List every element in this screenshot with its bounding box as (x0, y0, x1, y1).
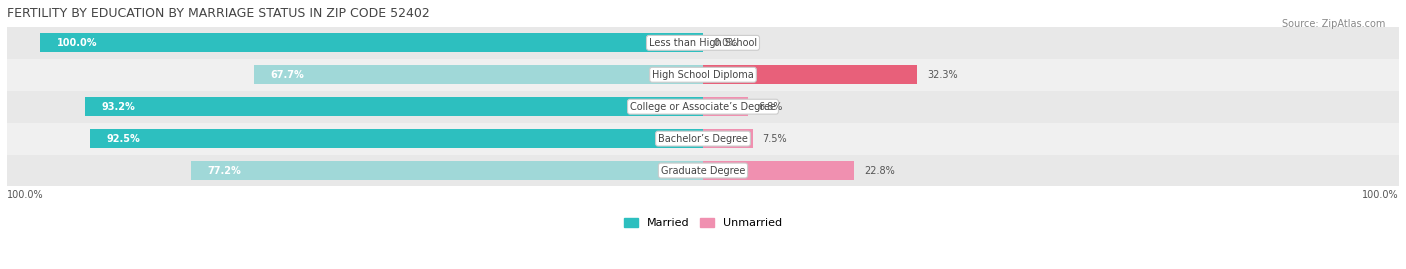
Text: 67.7%: 67.7% (271, 70, 305, 80)
Text: 100.0%: 100.0% (56, 38, 97, 48)
Text: FERTILITY BY EDUCATION BY MARRIAGE STATUS IN ZIP CODE 52402: FERTILITY BY EDUCATION BY MARRIAGE STATU… (7, 7, 430, 20)
Bar (191, 161, 703, 180)
Bar (703, 65, 917, 84)
Text: 32.3%: 32.3% (927, 70, 957, 80)
Text: Bachelor’s Degree: Bachelor’s Degree (658, 134, 748, 144)
Text: Graduate Degree: Graduate Degree (661, 165, 745, 176)
Text: 93.2%: 93.2% (101, 102, 135, 112)
Text: 100.0%: 100.0% (7, 190, 44, 200)
Bar (703, 161, 853, 180)
Text: Less than High School: Less than High School (650, 38, 756, 48)
Text: Source: ZipAtlas.com: Source: ZipAtlas.com (1281, 19, 1385, 29)
Text: 0.0%: 0.0% (713, 38, 737, 48)
Text: High School Diploma: High School Diploma (652, 70, 754, 80)
Bar (7, 155, 1399, 186)
Text: 6.8%: 6.8% (758, 102, 782, 112)
Text: 77.2%: 77.2% (208, 165, 242, 176)
Bar (7, 91, 1399, 123)
Legend: Married, Unmarried: Married, Unmarried (624, 218, 782, 228)
Bar (7, 59, 1399, 91)
Bar (86, 97, 703, 116)
Text: College or Associate’s Degree: College or Associate’s Degree (630, 102, 776, 112)
Bar (7, 123, 1399, 155)
Bar (7, 27, 1399, 59)
Bar (254, 65, 703, 84)
Text: 7.5%: 7.5% (762, 134, 787, 144)
Text: 92.5%: 92.5% (107, 134, 141, 144)
Bar (703, 129, 752, 148)
Text: 22.8%: 22.8% (865, 165, 894, 176)
Text: 100.0%: 100.0% (1362, 190, 1399, 200)
Bar (703, 97, 748, 116)
Bar (90, 129, 703, 148)
Bar (41, 33, 703, 52)
